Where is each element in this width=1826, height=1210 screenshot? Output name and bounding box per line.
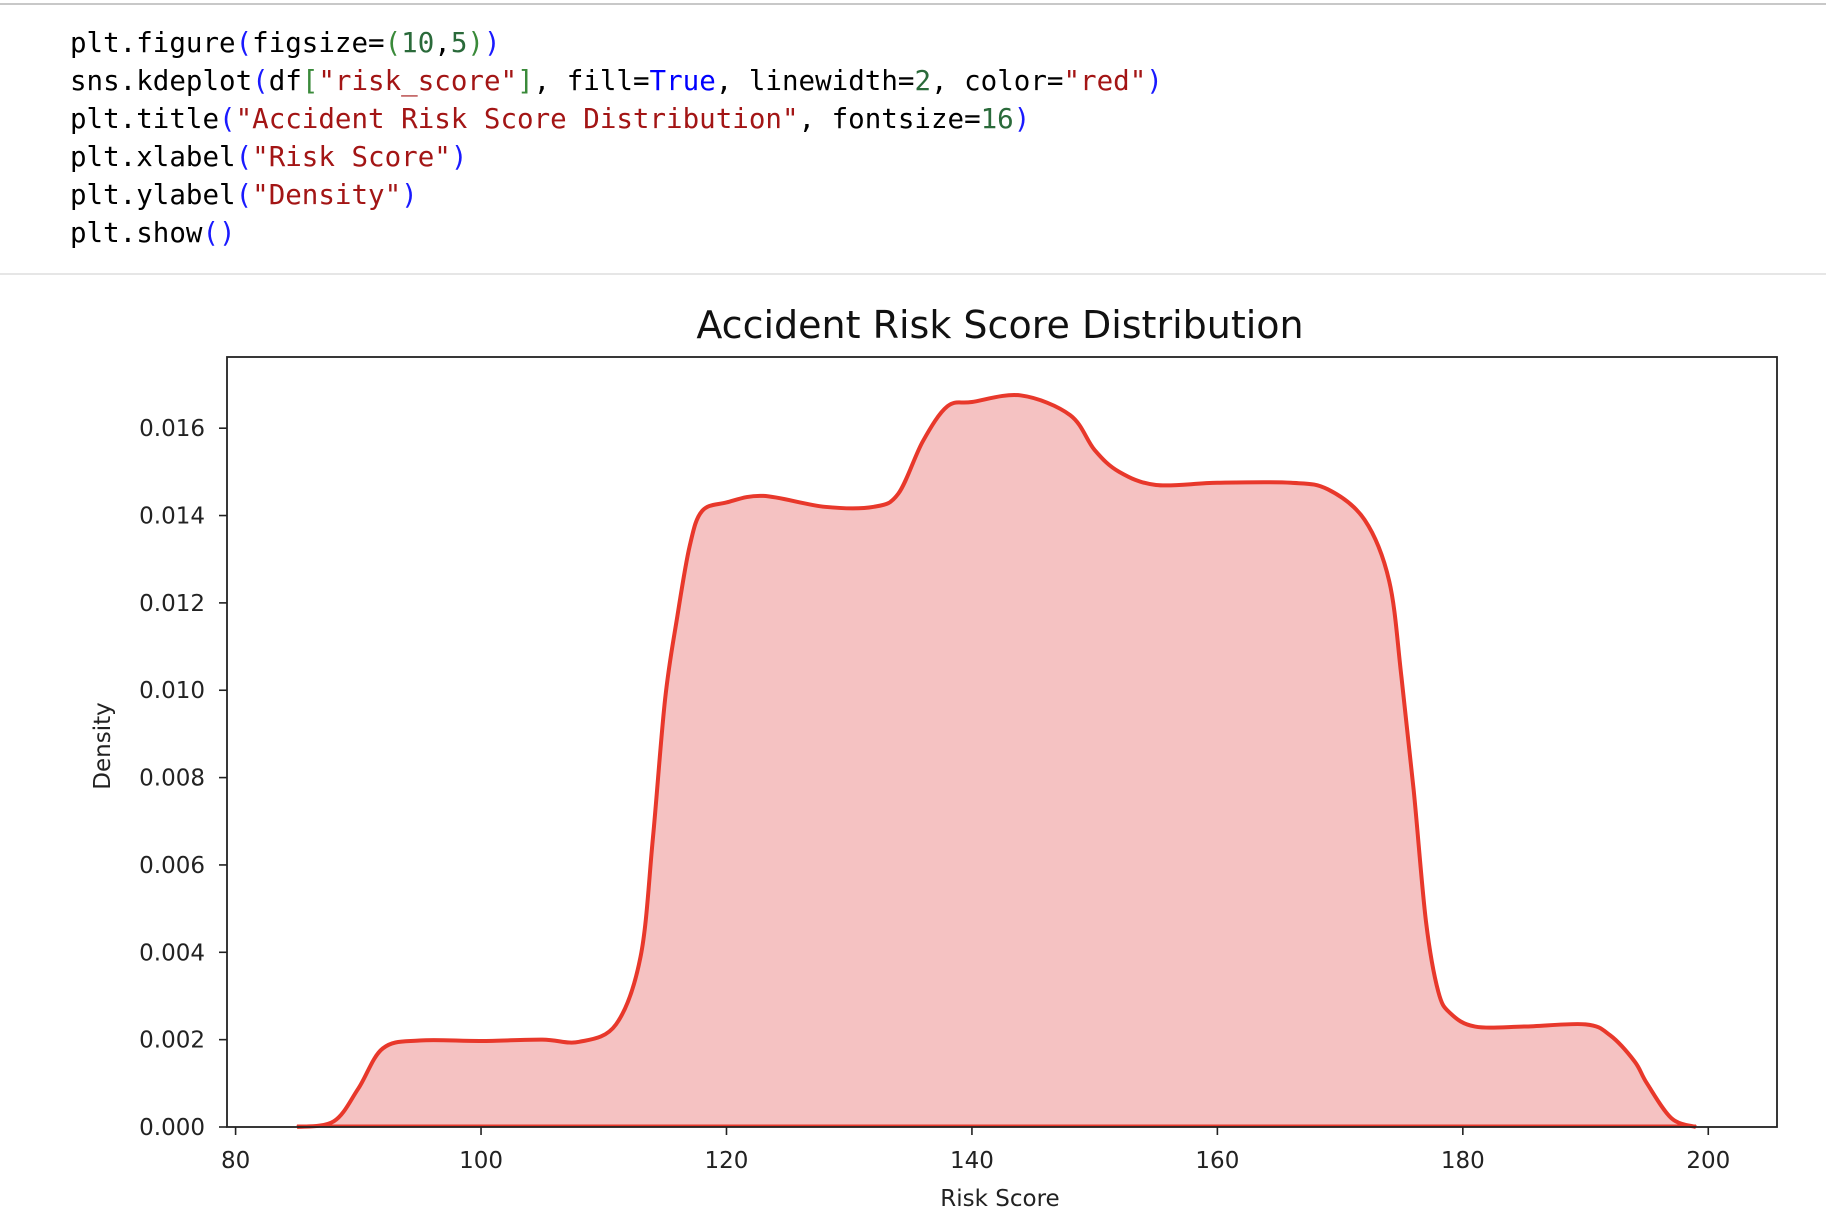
- y-tick-label: 0.016: [139, 416, 205, 442]
- code-token: (: [235, 179, 253, 211]
- code-token: (: [202, 217, 220, 249]
- y-tick-label: 0.012: [139, 591, 205, 617]
- code-token: ): [483, 27, 501, 59]
- kde-line: [296, 393, 1697, 1129]
- code-token: ): [467, 27, 484, 59]
- code-token: "red": [1063, 65, 1147, 97]
- code-token: 16: [980, 103, 1014, 135]
- code-token: (: [235, 27, 253, 59]
- code-token: "risk_score": [318, 65, 518, 97]
- code-token: ): [450, 141, 468, 173]
- y-tick-label: 0.006: [139, 853, 205, 879]
- code-token: ): [1146, 65, 1163, 97]
- code-token: , color=: [931, 65, 1064, 97]
- code-token: "Risk Score": [252, 141, 451, 173]
- axes-frame: [226, 356, 1778, 1128]
- code-token: plt.xlabel: [70, 141, 236, 173]
- x-tick-label: 80: [221, 1148, 250, 1174]
- code-line: plt.ylabel("Density"): [70, 176, 1163, 214]
- code-line: plt.show(): [70, 214, 1163, 252]
- code-line: plt.figure(figsize=(10,5)): [70, 24, 1163, 62]
- code-token: (: [219, 103, 236, 135]
- code-line: sns.kdeplot(df["risk_score"], fill=True,…: [70, 62, 1163, 100]
- code-token: plt.figure: [70, 27, 236, 59]
- code-token: 2: [914, 65, 932, 97]
- code-line: plt.title("Accident Risk Score Distribut…: [70, 100, 1163, 138]
- y-tick-label: 0.008: [139, 766, 205, 792]
- code-token: 5: [450, 27, 468, 59]
- y-tick-label: 0.004: [139, 940, 205, 966]
- code-token: (: [384, 27, 402, 59]
- code-token: "Density": [252, 179, 402, 211]
- code-token: "Accident Risk Score Distribution": [235, 103, 799, 135]
- chart-title: Accident Risk Score Distribution: [696, 303, 1303, 347]
- code-token: ,: [434, 27, 451, 59]
- code-token: [: [301, 65, 319, 97]
- code-token: 10: [401, 27, 435, 59]
- code-token: (: [235, 141, 253, 173]
- code-token: df: [268, 65, 302, 97]
- x-tick-label: 200: [1686, 1148, 1730, 1174]
- x-tick-label: 100: [459, 1148, 503, 1174]
- code-token: sns.kdeplot: [70, 65, 253, 97]
- code-token: ]: [517, 65, 534, 97]
- x-tick-label: 160: [1195, 1148, 1239, 1174]
- y-axis-label: Density: [90, 702, 116, 789]
- code-token: True: [649, 65, 716, 97]
- code-token: ): [219, 217, 236, 249]
- y-tick-label: 0.002: [139, 1028, 205, 1054]
- code-token: figsize=: [252, 27, 385, 59]
- code-token: , linewidth=: [715, 65, 915, 97]
- code-token: ): [1013, 103, 1031, 135]
- cell-top-border: [0, 3, 1826, 5]
- code-token: , fontsize=: [798, 103, 981, 135]
- kde-fill: [296, 395, 1697, 1128]
- code-cell[interactable]: plt.figure(figsize=(10,5)) sns.kdeplot(df…: [70, 24, 1163, 252]
- code-token: plt.title: [70, 103, 220, 135]
- code-token: , fill=: [533, 65, 650, 97]
- y-tick-label: 0.000: [139, 1115, 205, 1141]
- x-tick-label: 180: [1441, 1148, 1485, 1174]
- y-tick-label: 0.014: [139, 504, 205, 530]
- x-tick-label: 140: [950, 1148, 994, 1174]
- x-tick-label: 120: [705, 1148, 749, 1174]
- code-token: plt.ylabel: [70, 179, 236, 211]
- cell-separator: [0, 273, 1826, 275]
- code-line: plt.xlabel("Risk Score"): [70, 138, 1163, 176]
- x-axis-label: Risk Score: [940, 1186, 1059, 1210]
- code-token: ): [401, 179, 418, 211]
- y-tick-label: 0.010: [139, 678, 205, 704]
- code-token: plt.show: [70, 217, 203, 249]
- code-token: (: [252, 65, 269, 97]
